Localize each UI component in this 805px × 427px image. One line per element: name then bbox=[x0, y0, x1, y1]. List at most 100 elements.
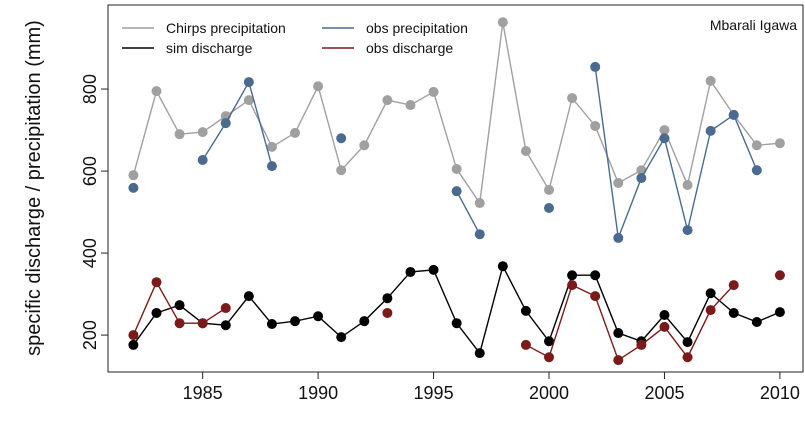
data-point bbox=[220, 320, 231, 331]
data-point bbox=[751, 140, 762, 151]
data-point bbox=[544, 336, 555, 347]
data-point bbox=[659, 310, 670, 321]
y-tick-label: 800 bbox=[80, 74, 100, 104]
data-point bbox=[290, 127, 301, 138]
data-point bbox=[497, 261, 508, 272]
data-point bbox=[197, 155, 208, 166]
data-point bbox=[613, 355, 624, 366]
data-point bbox=[474, 348, 485, 359]
data-point bbox=[590, 61, 601, 72]
data-point bbox=[151, 277, 162, 288]
data-point bbox=[774, 138, 785, 149]
data-point bbox=[174, 318, 185, 329]
data-point bbox=[682, 180, 693, 191]
data-point bbox=[567, 270, 578, 281]
data-point bbox=[128, 339, 139, 350]
data-point bbox=[705, 75, 716, 86]
data-point bbox=[128, 170, 139, 181]
data-point bbox=[705, 288, 716, 299]
data-point bbox=[613, 232, 624, 243]
data-point bbox=[682, 352, 693, 363]
data-point bbox=[520, 305, 531, 316]
x-tick-label: 1995 bbox=[414, 383, 454, 403]
data-point bbox=[128, 330, 139, 341]
data-point bbox=[382, 307, 393, 318]
data-point bbox=[751, 165, 762, 176]
data-point bbox=[636, 339, 647, 350]
data-point bbox=[174, 300, 185, 311]
data-point bbox=[359, 140, 370, 151]
data-point bbox=[728, 109, 739, 120]
data-point bbox=[313, 311, 324, 322]
data-point bbox=[405, 100, 416, 111]
data-point bbox=[405, 266, 416, 277]
data-point bbox=[567, 280, 578, 291]
data-point bbox=[266, 141, 277, 152]
data-point bbox=[382, 95, 393, 106]
data-point bbox=[774, 307, 785, 318]
data-point bbox=[520, 339, 531, 350]
data-point bbox=[428, 264, 439, 275]
data-point bbox=[174, 129, 185, 140]
data-point bbox=[151, 307, 162, 318]
data-point bbox=[705, 305, 716, 316]
x-tick-label: 2000 bbox=[529, 383, 569, 403]
data-point bbox=[544, 202, 555, 213]
legend-label: sim discharge bbox=[166, 40, 253, 56]
data-point bbox=[659, 133, 670, 144]
annotation: Mbarali Igawa bbox=[710, 17, 797, 33]
data-point bbox=[590, 270, 601, 281]
y-tick-label: 400 bbox=[80, 238, 100, 268]
data-point bbox=[705, 125, 716, 136]
data-point bbox=[290, 316, 301, 327]
x-tick-label: 2005 bbox=[644, 383, 684, 403]
data-point bbox=[451, 164, 462, 175]
data-point bbox=[774, 270, 785, 281]
legend-label: obs precipitation bbox=[366, 20, 468, 36]
data-point bbox=[359, 316, 370, 327]
data-point bbox=[220, 118, 231, 129]
data-point bbox=[728, 307, 739, 318]
legend-label: obs discharge bbox=[366, 40, 453, 56]
data-point bbox=[520, 145, 531, 156]
data-point bbox=[243, 77, 254, 88]
legend-label: Chirps precipitation bbox=[166, 20, 286, 36]
data-point bbox=[682, 225, 693, 236]
data-point bbox=[590, 120, 601, 131]
data-point bbox=[636, 173, 647, 184]
data-point bbox=[243, 291, 254, 302]
data-point bbox=[266, 319, 277, 330]
plot-frame bbox=[107, 4, 804, 373]
data-point bbox=[590, 291, 601, 302]
data-point bbox=[382, 293, 393, 304]
x-tick-label: 1990 bbox=[298, 383, 338, 403]
data-point bbox=[613, 177, 624, 188]
y-tick-label: 600 bbox=[80, 156, 100, 186]
data-point bbox=[497, 17, 508, 28]
data-point bbox=[682, 337, 693, 348]
series-line bbox=[133, 275, 780, 360]
data-point bbox=[474, 198, 485, 209]
data-point bbox=[336, 165, 347, 176]
data-point bbox=[728, 280, 739, 291]
data-point bbox=[336, 332, 347, 343]
data-point bbox=[567, 93, 578, 104]
data-point bbox=[544, 184, 555, 195]
data-point bbox=[266, 161, 277, 172]
data-point bbox=[428, 86, 439, 97]
data-point bbox=[451, 318, 462, 329]
data-point bbox=[243, 95, 254, 106]
data-point bbox=[197, 318, 208, 329]
data-point bbox=[544, 352, 555, 363]
data-point bbox=[220, 303, 231, 314]
x-tick-label: 1985 bbox=[183, 383, 223, 403]
data-point bbox=[659, 321, 670, 332]
y-axis-label: specific discharge / precipitation (mm) bbox=[23, 20, 45, 356]
data-point bbox=[336, 133, 347, 144]
x-tick-label: 2010 bbox=[760, 383, 800, 403]
y-tick-label: 200 bbox=[80, 320, 100, 350]
data-point bbox=[451, 186, 462, 197]
data-point bbox=[313, 81, 324, 92]
data-point bbox=[197, 127, 208, 138]
